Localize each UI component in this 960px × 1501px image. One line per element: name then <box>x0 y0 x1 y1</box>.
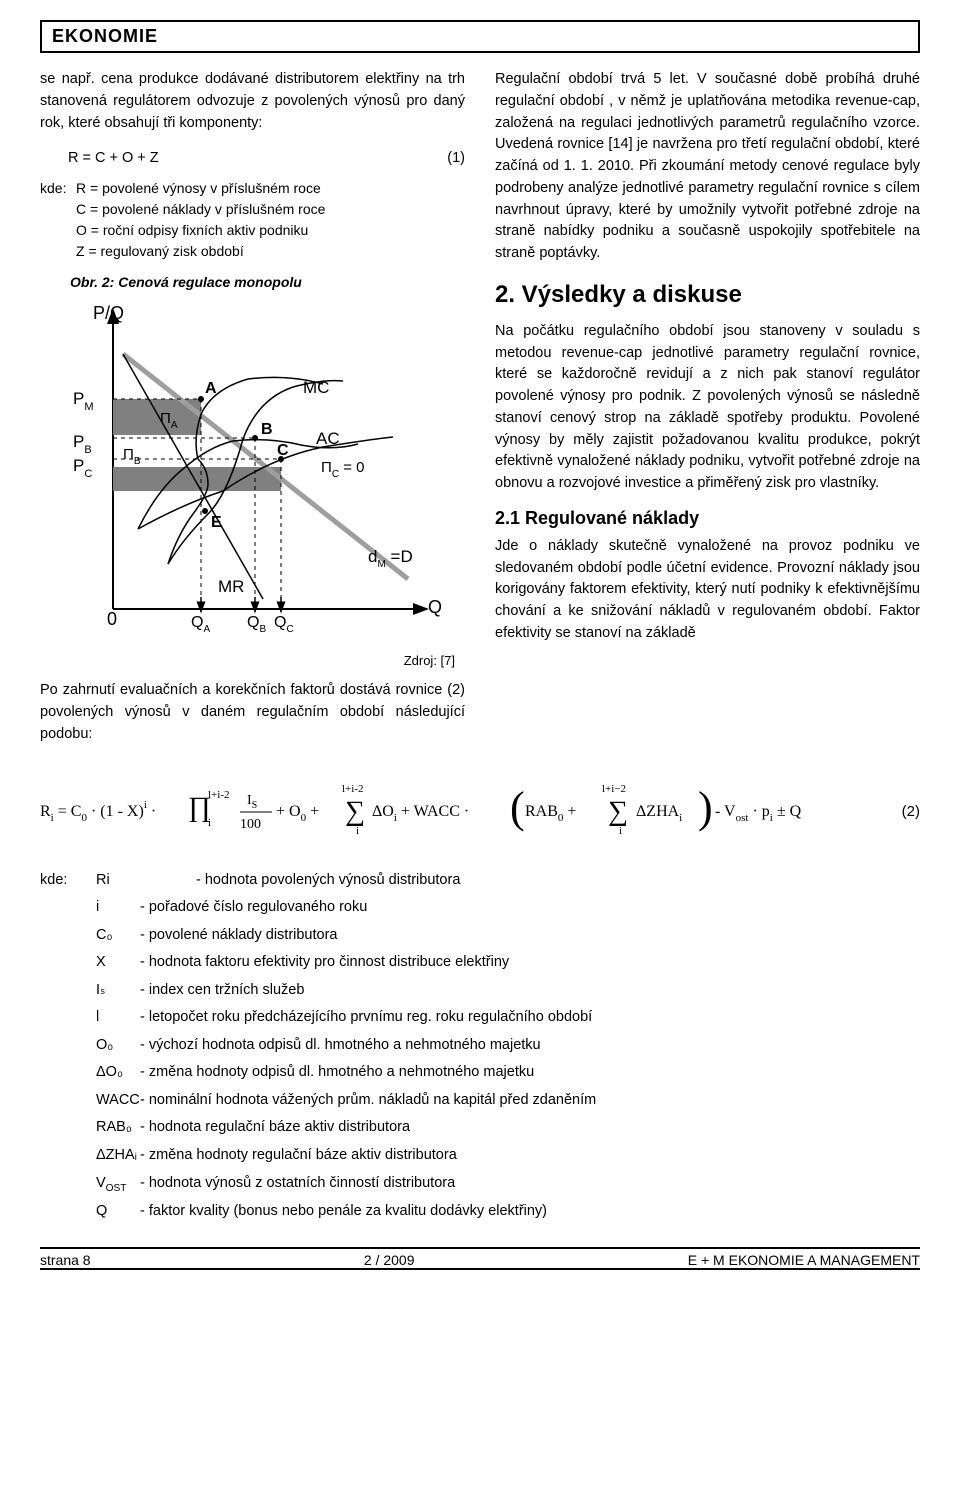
chart-svg: P/Q 0 Q PM PB PC ΠA ΠB ΠC = 0 A B C E MC… <box>63 299 443 639</box>
legend-sym-12: Q <box>40 1198 140 1226</box>
equation-1: R = C + O + Z (1) <box>40 144 465 174</box>
svg-text:Ri = C0 · (1: Ri = C0 · (1 - X)i · <box>40 795 156 825</box>
footer-center: 2 / 2009 <box>364 1252 415 1268</box>
content-columns: se např. cena produkce dodávané distribu… <box>40 69 920 756</box>
monopoly-chart: P/Q 0 Q PM PB PC ΠA ΠB ΠC = 0 A B C E MC… <box>63 299 443 647</box>
svg-text:PM: PM <box>73 389 94 413</box>
kde-o: O = roční odpisy fixních aktiv podniku <box>76 220 308 241</box>
svg-text:i: i <box>208 817 211 829</box>
svg-text:QA: QA <box>191 614 210 635</box>
svg-text:C: C <box>277 442 289 459</box>
left-p2: Po zahrnutí evaluačních a korekčních fak… <box>40 680 465 745</box>
legend-sym-2: C₀ <box>40 922 140 950</box>
legend-desc-10: - změna hodnoty regulační báze aktiv dis… <box>140 1142 457 1170</box>
legend-desc-8: - nominální hodnota vážených prům. nákla… <box>140 1087 596 1115</box>
lbl-pq: P/Q <box>93 303 124 323</box>
svg-text:100: 100 <box>240 817 261 832</box>
legend-desc-11: - hodnota výnosů z ostatních činností di… <box>140 1170 455 1198</box>
kde-label: kde: <box>40 178 76 199</box>
svg-text:MC: MC <box>303 378 329 397</box>
header-category: EKONOMIE <box>52 26 158 46</box>
svg-text:ΔOi + WACC ·: ΔOi + WACC · <box>372 803 469 824</box>
footer-right: E + M EKONOMIE A MANAGEMENT <box>688 1252 920 1268</box>
svg-text:E: E <box>211 514 222 531</box>
svg-text:(: ( <box>510 783 525 832</box>
legend-sym-3: X <box>40 949 140 977</box>
lbl-origin: 0 <box>107 609 117 629</box>
svg-text:MR: MR <box>218 577 244 596</box>
svg-text:PB: PB <box>73 432 92 456</box>
left-p1: se např. cena produkce dodávané distribu… <box>40 69 465 134</box>
legend-sym-8: WACC <box>40 1087 140 1115</box>
left-column: se např. cena produkce dodávané distribu… <box>40 69 465 756</box>
footer-left: strana 8 <box>40 1252 91 1268</box>
legend-desc-1: - pořadové číslo regulovaného roku <box>140 894 367 922</box>
svg-text:l+i-2: l+i-2 <box>208 789 229 801</box>
legend-sym-0: Ri <box>96 867 196 895</box>
svg-text:B: B <box>261 421 273 438</box>
right-p2: Na počátku regulačního období jsou stano… <box>495 321 920 495</box>
legend-sym-6: O₀ <box>40 1032 140 1060</box>
legend-desc-6: - výchozí hodnota odpisů dl. hmotného a … <box>140 1032 541 1060</box>
header-bar: EKONOMIE <box>40 20 920 53</box>
svg-text:AC: AC <box>316 429 340 448</box>
legend-kde: kde: <box>40 867 96 895</box>
right-p1: Regulační období trvá 5 let. V současné … <box>495 69 920 265</box>
legend-sym-4: Iₛ <box>40 977 140 1005</box>
legend-sym-10: ΔZHAᵢ <box>40 1142 140 1170</box>
svg-text:): ) <box>698 783 713 832</box>
svg-text:RAB0 +: RAB0 + <box>525 803 576 824</box>
legend-desc-9: - hodnota regulační báze aktiv distribut… <box>140 1114 410 1142</box>
legend-sym-1: i <box>40 894 140 922</box>
svg-text:ΠC = 0: ΠC = 0 <box>321 459 365 480</box>
svg-text:∑: ∑ <box>608 796 628 827</box>
legend-desc-5: - letopočet roku předcházejícího prvnímu… <box>140 1004 592 1032</box>
kde-c: C = povolené náklady v příslušném roce <box>76 199 325 220</box>
svg-text:+ O0 +: + O0 + <box>276 803 319 824</box>
svg-text:QC: QC <box>274 614 294 635</box>
chart-source: Zdroj: [7] <box>40 651 455 671</box>
figure-caption: Obr. 2: Cenová regulace monopolu <box>70 272 465 293</box>
svg-text:IS: IS <box>247 793 257 811</box>
lbl-q: Q <box>428 597 442 617</box>
svg-text:ΠB: ΠB <box>123 446 141 467</box>
eq1-num: (1) <box>447 148 465 170</box>
legend-sym-7: ΔO₀ <box>40 1059 140 1087</box>
right-p3: Jde o náklady skutečně vynaložené na pro… <box>495 536 920 645</box>
svg-text:QB: QB <box>247 614 266 635</box>
svg-text:A: A <box>205 380 217 397</box>
eq2-num: (2) <box>888 803 920 820</box>
eq1-expr: R = C + O + Z <box>68 148 159 170</box>
equation-2: Ri = C0 · (1 - X)i · ∏ i l+i-2 IS 100 + … <box>40 774 920 849</box>
svg-text:ΔZHAi: ΔZHAi <box>636 803 682 824</box>
kde-r: R = povolené výnosy v příslušném roce <box>76 178 321 199</box>
subsection-heading: 2.1 Regulované náklady <box>495 505 920 532</box>
svg-text:- Vost · pi ± Q: - Vost · pi ± Q <box>715 803 802 824</box>
legend-desc-3: - hodnota faktoru efektivity pro činnost… <box>140 949 509 977</box>
svg-text:l+i-2: l+i-2 <box>342 783 363 795</box>
svg-text:i: i <box>356 825 359 837</box>
legend-desc-7: - změna hodnoty odpisů dl. hmotného a ne… <box>140 1059 534 1087</box>
svg-text:l+i−2: l+i−2 <box>602 783 626 795</box>
right-column: Regulační období trvá 5 let. V současné … <box>495 69 920 756</box>
legend-table: kde: Ri - hodnota povolených výnosů dist… <box>40 867 920 1226</box>
legend-desc-2: - povolené náklady distributora <box>140 922 337 950</box>
svg-text:∑: ∑ <box>345 796 365 827</box>
kde-z: Z = regulovaný zisk období <box>76 241 244 262</box>
kde-block: kde: R = povolené výnosy v příslušném ro… <box>40 178 465 262</box>
legend-sym-5: l <box>40 1004 140 1032</box>
legend-sym-9: RAB₀ <box>40 1114 140 1142</box>
footer-bar: strana 8 2 / 2009 E + M EKONOMIE A MANAG… <box>40 1247 920 1270</box>
svg-text:i: i <box>619 825 622 837</box>
legend-desc-0: - hodnota povolených výnosů distributora <box>196 867 460 895</box>
legend-desc-4: - index cen tržních služeb <box>140 977 304 1005</box>
legend-sym-11: VOST <box>40 1170 140 1198</box>
svg-text:PC: PC <box>73 456 92 480</box>
legend-desc-12: - faktor kvality (bonus nebo penále za k… <box>140 1198 547 1226</box>
section-heading: 2. Výsledky a diskuse <box>495 277 920 313</box>
eq2-svg: Ri = C0 · (1 - X)i · ∏ i l+i-2 IS 100 + … <box>40 774 880 844</box>
